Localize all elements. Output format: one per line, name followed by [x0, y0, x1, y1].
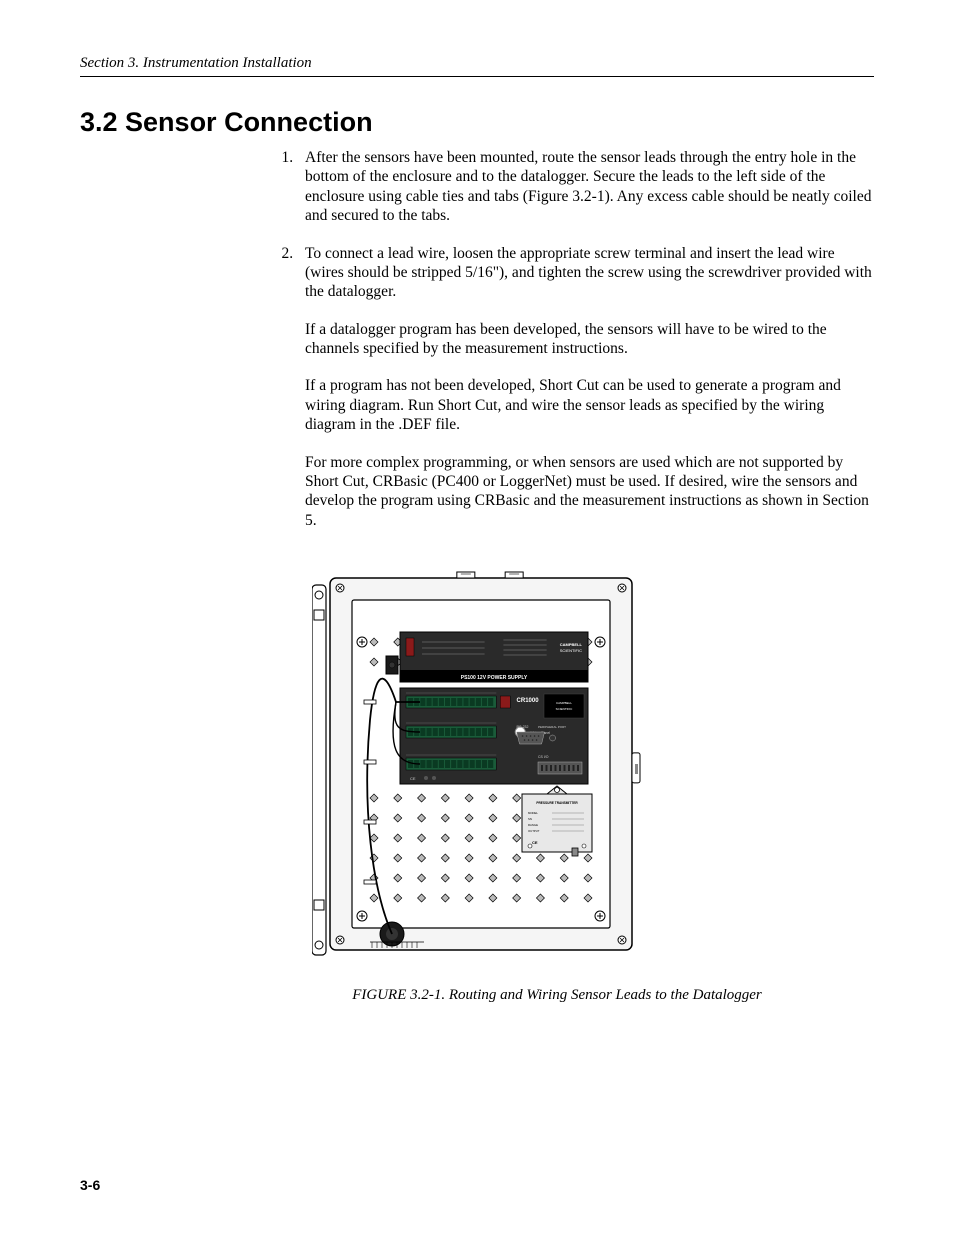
svg-text:CE: CE: [532, 840, 538, 845]
figure-wrap: CAMPBELLSCIENTIFICPS100 12V POWER SUPPLY…: [80, 570, 874, 1004]
svg-text:CS I/O: CS I/O: [538, 755, 549, 759]
svg-text:PRESSURE TRANSMITTER: PRESSURE TRANSMITTER: [536, 801, 578, 805]
running-header: Section 3. Instrumentation Installation: [80, 55, 874, 77]
list-item-2: To connect a lead wire, loosen the appro…: [297, 244, 874, 302]
list-item-1: After the sensors have been mounted, rou…: [297, 148, 874, 226]
svg-text:SCIENTIFIC: SCIENTIFIC: [560, 648, 582, 653]
svg-text:RS-232: RS-232: [517, 725, 529, 729]
svg-text:CR1000: CR1000: [517, 698, 540, 704]
svg-text:PS100 12V POWER SUPPLY: PS100 12V POWER SUPPLY: [461, 675, 528, 681]
svg-text:CAMPBELL: CAMPBELL: [560, 642, 583, 647]
svg-text:CE: CE: [410, 776, 416, 781]
svg-text:RANGE: RANGE: [528, 823, 538, 827]
section-heading: 3.2 Sensor Connection: [80, 107, 874, 138]
paragraph-1: If a datalogger program has been develop…: [305, 320, 874, 359]
page-number: 3-6: [80, 1177, 100, 1193]
svg-text:SN: SN: [528, 817, 532, 821]
svg-text:MODEL: MODEL: [528, 811, 538, 815]
enclosure-diagram: CAMPBELLSCIENTIFICPS100 12V POWER SUPPLY…: [312, 570, 642, 970]
svg-text:OUTPUT: OUTPUT: [528, 829, 540, 833]
svg-text:CAMPBELL: CAMPBELL: [556, 701, 572, 705]
svg-text:SCIENTIFIC: SCIENTIFIC: [556, 707, 574, 711]
figure-caption: FIGURE 3.2-1. Routing and Wiring Sensor …: [240, 987, 874, 1004]
svg-text:PERIPHERAL PORT: PERIPHERAL PORT: [538, 725, 566, 729]
body-content: After the sensors have been mounted, rou…: [275, 148, 874, 530]
paragraph-2: If a program has not been developed, Sho…: [305, 376, 874, 434]
paragraph-3: For more complex programming, or when se…: [305, 453, 874, 531]
